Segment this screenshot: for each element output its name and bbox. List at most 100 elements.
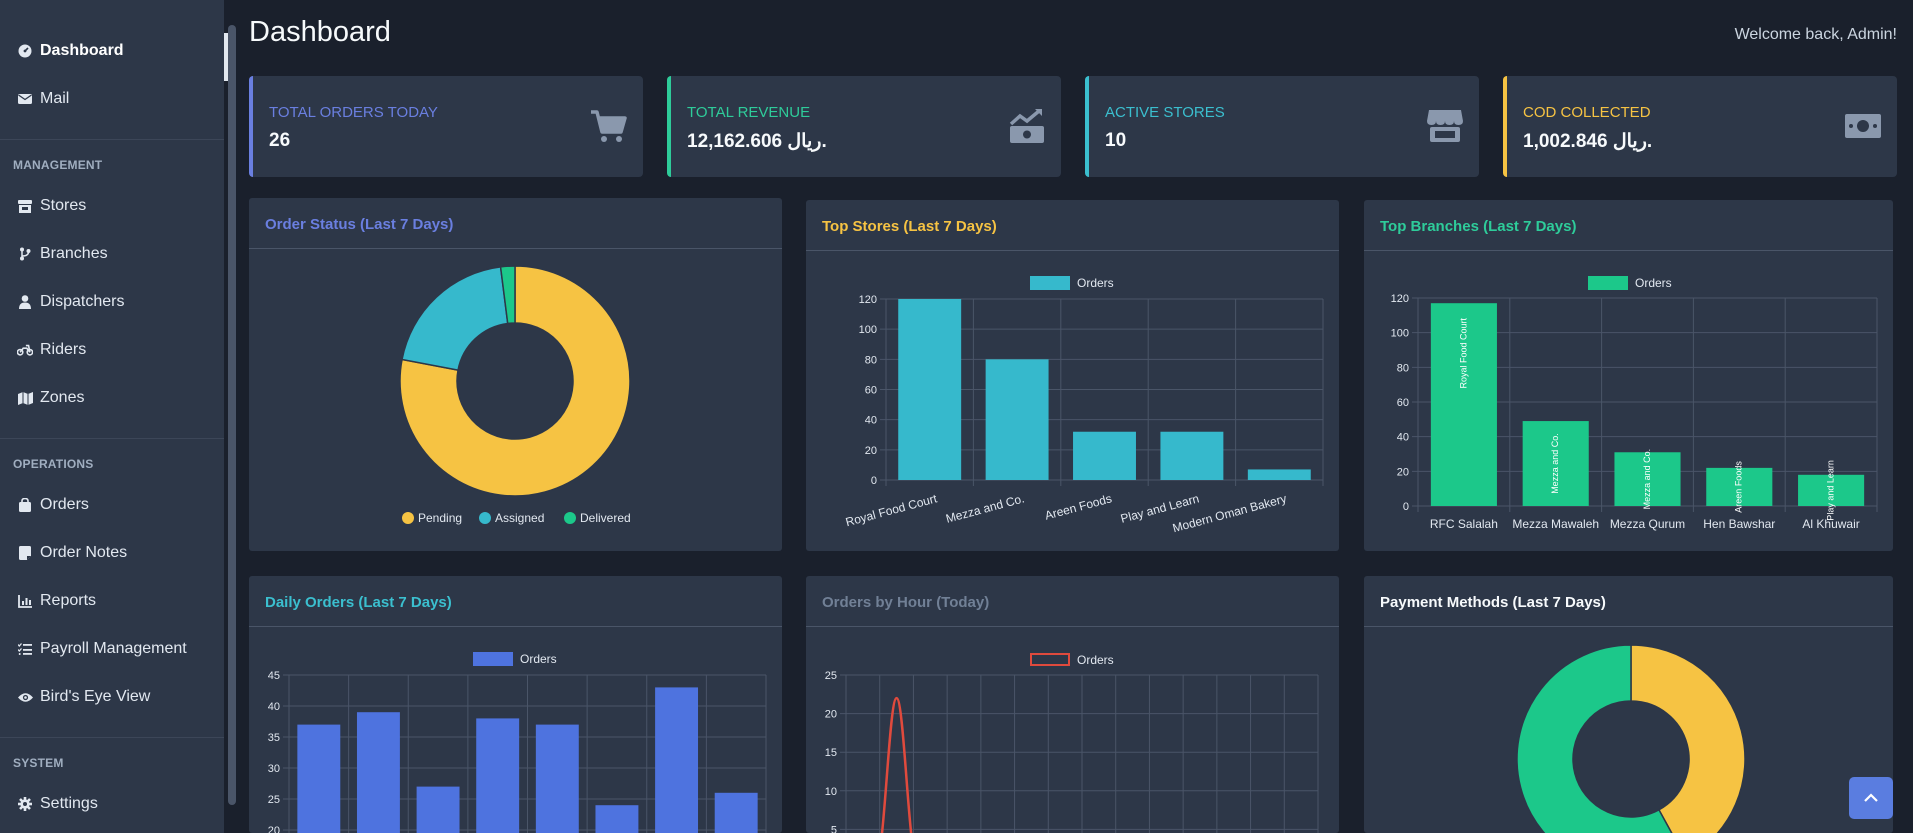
cash-icon bbox=[1845, 114, 1881, 138]
stat-label: COD COLLECTED bbox=[1523, 104, 1651, 121]
stat-label: TOTAL REVENUE bbox=[687, 104, 811, 121]
note-icon bbox=[17, 545, 33, 561]
scrollbar-thumb[interactable] bbox=[228, 25, 236, 805]
nav-settings[interactable]: Settings bbox=[0, 784, 224, 824]
bar bbox=[714, 792, 758, 833]
daily-orders-chart: 15202530354045Orders bbox=[268, 652, 767, 833]
motorcycle-icon bbox=[17, 342, 33, 358]
legend-label: Orders bbox=[520, 652, 557, 666]
y-tick-label: 35 bbox=[268, 732, 280, 744]
nav-label: Riders bbox=[40, 341, 87, 358]
y-tick-label: 120 bbox=[1391, 293, 1409, 305]
panel-title: Orders by Hour (Today) bbox=[822, 594, 990, 611]
scroll-to-top-button[interactable] bbox=[1849, 777, 1893, 819]
store-icon bbox=[17, 198, 33, 214]
sidebar-scrollbar[interactable] bbox=[228, 0, 236, 833]
nav-section-management: MANAGEMENT bbox=[13, 158, 103, 172]
y-tick-label: 60 bbox=[865, 385, 877, 397]
pie-slice bbox=[401, 266, 509, 372]
panel-divider bbox=[249, 248, 782, 249]
x-tick-label: Mezza Qurum bbox=[1610, 517, 1685, 531]
panel-divider bbox=[806, 626, 1339, 627]
nav-branches[interactable]: Branches bbox=[0, 234, 224, 274]
nav-label: Payroll Management bbox=[40, 640, 187, 657]
nav-riders[interactable]: Riders bbox=[0, 330, 224, 370]
y-tick-label: 5 bbox=[831, 824, 837, 833]
legend-swatch bbox=[564, 512, 576, 524]
panel-payment-methods: Payment Methods (Last 7 Days) bbox=[1364, 576, 1893, 833]
legend-label: Delivered bbox=[580, 511, 631, 525]
panel-top-branches: Top Branches (Last 7 Days) 0 20 40 60 80 100 1… bbox=[1364, 200, 1893, 551]
order-status-chart: Pending Assigned Delivered bbox=[399, 265, 631, 525]
stat-value: 26 bbox=[269, 130, 291, 151]
nav-label: Branches bbox=[40, 245, 108, 262]
nav-reports[interactable]: Reports bbox=[0, 581, 224, 621]
bar-data-label: Royal Food Court bbox=[1458, 317, 1468, 388]
nav-stores[interactable]: Stores bbox=[0, 186, 224, 226]
y-tick-label: 80 bbox=[865, 354, 877, 366]
eye-icon bbox=[17, 689, 33, 705]
nav-label: Stores bbox=[40, 197, 87, 214]
legend-swatch bbox=[1588, 276, 1628, 290]
list-icon bbox=[17, 641, 33, 657]
sidebar: Dashboard Mail MANAGEMENT Stores Branche… bbox=[0, 0, 228, 833]
storefront-icon bbox=[1427, 110, 1463, 142]
stat-label: ACTIVE STORES bbox=[1105, 104, 1225, 121]
dashboard-icon bbox=[17, 43, 33, 59]
y-tick-label: 80 bbox=[1397, 362, 1409, 374]
bar bbox=[1614, 452, 1681, 506]
bar bbox=[595, 805, 639, 833]
nav-orders[interactable]: Orders bbox=[0, 485, 224, 525]
legend-swatch bbox=[1030, 653, 1070, 666]
nav-birds-eye-view[interactable]: Bird's Eye View bbox=[0, 677, 224, 717]
map-icon bbox=[17, 390, 33, 406]
pie-slice bbox=[399, 265, 631, 497]
bar bbox=[1430, 303, 1497, 506]
panel-top-stores: Top Stores (Last 7 Days) 0 20 40 60 80 100 120… bbox=[806, 200, 1339, 551]
bar-data-label: Areen Foods bbox=[1734, 461, 1744, 513]
nav-label: Order Notes bbox=[40, 544, 128, 561]
y-tick-label: 100 bbox=[1391, 328, 1409, 340]
legend-swatch bbox=[479, 512, 491, 524]
bar bbox=[898, 299, 962, 480]
y-tick-label: 20 bbox=[865, 445, 877, 457]
nav-label: Dashboard bbox=[40, 42, 124, 59]
y-tick-label: 40 bbox=[268, 701, 280, 713]
bar bbox=[1706, 467, 1773, 506]
series-line bbox=[880, 696, 913, 833]
bar bbox=[356, 712, 400, 833]
y-tick-label: 10 bbox=[825, 786, 837, 798]
x-tick-label: Areen Foods bbox=[1043, 491, 1113, 522]
x-tick-label: RFC Salalah bbox=[1430, 517, 1498, 531]
pie-slice bbox=[499, 265, 516, 325]
bar bbox=[476, 718, 520, 833]
nav-order-notes[interactable]: Order Notes bbox=[0, 533, 224, 573]
nav-dispatchers[interactable]: Dispatchers bbox=[0, 282, 224, 322]
panel-orders-by-hour: Orders by Hour (Today) 5 10 15 20 25 Orders bbox=[806, 576, 1339, 833]
nav-payroll[interactable]: Payroll Management bbox=[0, 629, 224, 669]
nav-label: Reports bbox=[40, 592, 97, 609]
chart-icon bbox=[17, 593, 33, 609]
bar-data-label: Play and Learn bbox=[1825, 460, 1835, 521]
stat-card-cod-collected: COD COLLECTED 1,002.846 ريال. bbox=[1503, 76, 1897, 177]
bar bbox=[1073, 431, 1136, 480]
x-tick-label: Hen Bawshar bbox=[1703, 517, 1775, 531]
panel-divider bbox=[249, 626, 782, 627]
legend-label: Orders bbox=[1077, 276, 1114, 290]
orders-by-hour-chart: 5 10 15 20 25 Orders bbox=[825, 653, 1319, 833]
nav-dashboard[interactable]: Dashboard bbox=[0, 31, 228, 81]
top-branches-chart: 0 20 40 60 80 100 120 Royal Food Court RFC Salal… bbox=[1391, 276, 1878, 531]
panel-divider bbox=[1364, 250, 1893, 251]
nav-divider bbox=[0, 139, 224, 140]
panel-daily-orders: Daily Orders (Last 7 Days) 1520253035404… bbox=[249, 576, 782, 833]
pie-slice bbox=[1516, 644, 1673, 833]
bar-data-label: Mezza and Co. bbox=[1642, 449, 1652, 510]
nav-mail[interactable]: Mail bbox=[0, 79, 224, 119]
bar-data-label: Mezza and Co. bbox=[1550, 433, 1560, 494]
legend-label: Orders bbox=[1077, 653, 1114, 667]
legend-swatch bbox=[473, 652, 513, 666]
welcome-message: Welcome back, Admin! bbox=[1734, 26, 1897, 43]
panel-title: Top Stores (Last 7 Days) bbox=[822, 218, 997, 235]
y-tick-label: 40 bbox=[865, 415, 877, 427]
nav-zones[interactable]: Zones bbox=[0, 378, 224, 418]
